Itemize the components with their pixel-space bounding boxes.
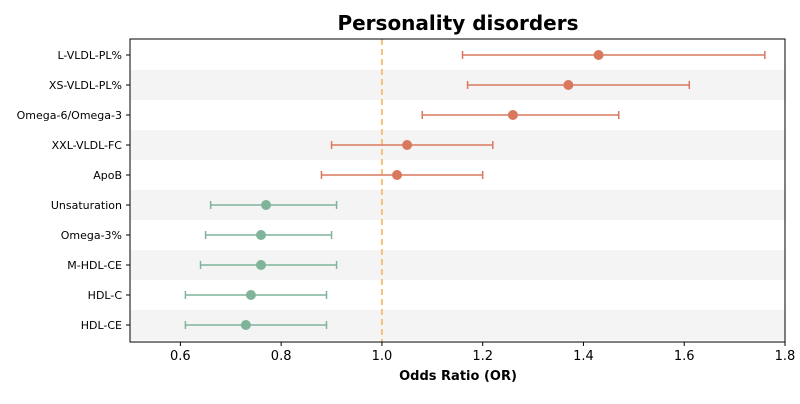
y-tick-label: XXL-VLDL-FC bbox=[52, 139, 123, 152]
or-point bbox=[402, 140, 413, 150]
forest-row bbox=[320, 170, 484, 180]
forest-row bbox=[184, 290, 328, 300]
x-tick-label: 1.6 bbox=[674, 349, 695, 364]
or-point bbox=[240, 320, 251, 330]
forest-row bbox=[204, 230, 333, 240]
or-point bbox=[256, 260, 266, 270]
y-tick-label: HDL-C bbox=[88, 289, 123, 302]
x-tick-label: 1.8 bbox=[775, 349, 796, 364]
forest-row bbox=[209, 200, 338, 210]
y-tick-label: ApoB bbox=[93, 169, 122, 182]
y-tick-label: Omega-3% bbox=[61, 229, 122, 242]
forest-row bbox=[421, 110, 620, 120]
forest-row bbox=[461, 50, 766, 60]
forest-row bbox=[466, 80, 691, 90]
forest-row bbox=[184, 320, 328, 330]
chart-marks bbox=[184, 50, 766, 330]
or-point bbox=[261, 200, 272, 210]
or-point bbox=[256, 230, 266, 240]
y-tick-label: HDL-CE bbox=[81, 319, 122, 332]
x-tick-label: 1.2 bbox=[472, 349, 493, 364]
or-point bbox=[593, 50, 604, 60]
forest-row bbox=[330, 140, 494, 150]
chart-title: Personality disorders bbox=[337, 11, 578, 35]
or-point bbox=[563, 80, 574, 90]
x-tick-label: 1.0 bbox=[372, 349, 393, 364]
or-point bbox=[507, 110, 518, 120]
y-tick-label: XS-VLDL-PL% bbox=[49, 79, 122, 92]
plot-frame bbox=[129, 38, 786, 343]
chart-axes: L-VLDL-PL% XS-VLDL-PL% Omega-6/Omega-3 XXL-… bbox=[17, 38, 796, 364]
x-tick-label: 1.4 bbox=[573, 349, 594, 364]
y-tick-label: L-VLDL-PL% bbox=[57, 49, 122, 62]
y-tick-label: Omega-6/Omega-3 bbox=[17, 109, 122, 122]
forest-row bbox=[199, 260, 338, 270]
x-tick-label: 0.8 bbox=[271, 349, 292, 364]
or-point bbox=[245, 290, 256, 300]
y-tick-label: Unsaturation bbox=[51, 199, 122, 212]
x-tick-label: 0.6 bbox=[170, 349, 191, 364]
or-point bbox=[392, 170, 403, 180]
y-tick-label: M-HDL-CE bbox=[67, 259, 122, 272]
x-axis-label: Odds Ratio (OR) bbox=[399, 369, 517, 384]
